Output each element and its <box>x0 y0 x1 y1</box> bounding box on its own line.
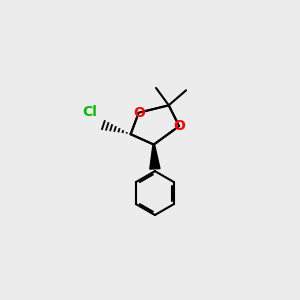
Polygon shape <box>150 145 160 169</box>
Circle shape <box>134 108 144 118</box>
Text: O: O <box>133 106 145 120</box>
Text: Cl: Cl <box>82 105 97 119</box>
Circle shape <box>174 121 184 131</box>
Text: O: O <box>173 119 185 133</box>
